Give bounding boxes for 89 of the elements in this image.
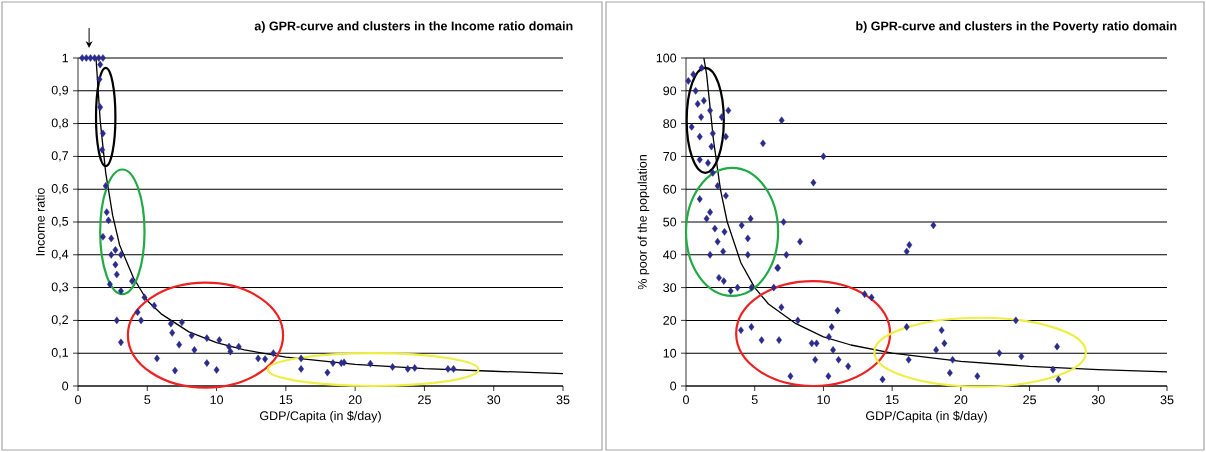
point — [227, 347, 234, 356]
point — [100, 54, 106, 62]
x-tick-label: 20 — [348, 395, 362, 405]
x-axis-title: GDP/Capita (in $/day) — [259, 410, 381, 423]
point — [389, 363, 396, 371]
point — [270, 349, 277, 357]
y-tick-label: 30 — [663, 283, 677, 293]
y-tick-label: 0,7 — [51, 151, 68, 162]
y-tick-label: 70 — [663, 151, 677, 161]
x-tick-label: 5 — [751, 395, 758, 405]
point — [404, 365, 411, 373]
x-tick-label: 15 — [886, 395, 899, 405]
point — [216, 336, 223, 344]
x-axis-title: GDP/Capita (in $/day) — [866, 410, 987, 423]
x-tick-label: 30 — [1091, 395, 1105, 405]
point — [103, 208, 110, 216]
y-tick-label: 60 — [663, 184, 677, 194]
x-tick-label: 30 — [487, 395, 501, 405]
point — [99, 146, 106, 154]
x-tick-label: 10 — [817, 395, 830, 405]
point — [134, 308, 141, 316]
point — [91, 54, 98, 62]
point — [112, 246, 119, 254]
y-tick-label: 0,9 — [51, 85, 69, 96]
y-tick-label: 0,2 — [51, 315, 68, 326]
point — [169, 329, 176, 337]
y-tick-label: 0,3 — [51, 282, 69, 293]
point — [367, 359, 374, 368]
point — [203, 334, 210, 342]
x-tick-label: 20 — [954, 395, 968, 405]
point — [330, 359, 336, 367]
x-tick-label: 0 — [75, 395, 81, 405]
y-axis-title: Income ratio — [35, 188, 45, 256]
chart-title: a) GPR-curve and clusters in the Income ratio domain — [254, 21, 573, 33]
point — [255, 354, 262, 363]
x-tick-label: 35 — [556, 395, 570, 405]
y-tick-label: 1 — [62, 53, 69, 63]
point — [113, 270, 120, 279]
y-tick-label: 90 — [663, 86, 677, 96]
point — [191, 346, 198, 354]
point — [141, 293, 148, 302]
x-tick-label: 0 — [683, 395, 689, 405]
point — [96, 75, 103, 84]
point — [113, 316, 120, 325]
point — [176, 340, 183, 349]
y-tick-label: 20 — [663, 315, 677, 325]
point — [129, 277, 135, 285]
point — [108, 251, 115, 259]
y-axis-title: % poor of the population — [637, 155, 650, 290]
point — [324, 368, 331, 377]
chart-title: b) GPR-curve and clusters in the Poverty ratio domain — [856, 21, 1177, 33]
point — [298, 365, 304, 373]
point — [213, 366, 220, 374]
x-tick-label: 15 — [279, 395, 293, 405]
x-tick-label: 10 — [210, 395, 224, 405]
y-tick-label: 50 — [663, 217, 677, 227]
x-tick-label: 5 — [144, 395, 151, 405]
y-tick-label: 40 — [663, 250, 677, 260]
point — [112, 260, 119, 269]
point — [97, 103, 104, 111]
point — [167, 319, 174, 328]
y-tick-label: 0,8 — [51, 118, 69, 129]
point — [97, 60, 104, 69]
y-tick-label: 10 — [663, 348, 677, 358]
point — [411, 364, 418, 372]
point — [450, 365, 457, 373]
y-tick-label: 0 — [62, 381, 69, 391]
point — [151, 301, 158, 310]
y-tick-label: 0,4 — [51, 249, 69, 260]
y-tick-label: 80 — [663, 119, 677, 129]
point — [203, 359, 210, 367]
point — [105, 216, 112, 225]
x-tick-label: 35 — [1160, 395, 1174, 405]
point — [106, 280, 113, 289]
y-tick-label: 0,1 — [51, 348, 69, 359]
point — [262, 355, 268, 363]
y-tick-label: 0 — [670, 381, 677, 391]
y-tick-label: 0,5 — [51, 216, 69, 228]
point — [102, 182, 109, 190]
point — [188, 331, 195, 340]
x-tick-label: 25 — [418, 395, 431, 405]
point — [235, 342, 242, 351]
x-tick-label: 25 — [1023, 395, 1037, 405]
point — [118, 251, 124, 259]
point — [108, 234, 115, 243]
point — [118, 287, 124, 295]
point — [445, 365, 451, 373]
y-tick-label: 0,6 — [51, 184, 69, 195]
y-tick-label: 100 — [656, 53, 677, 63]
